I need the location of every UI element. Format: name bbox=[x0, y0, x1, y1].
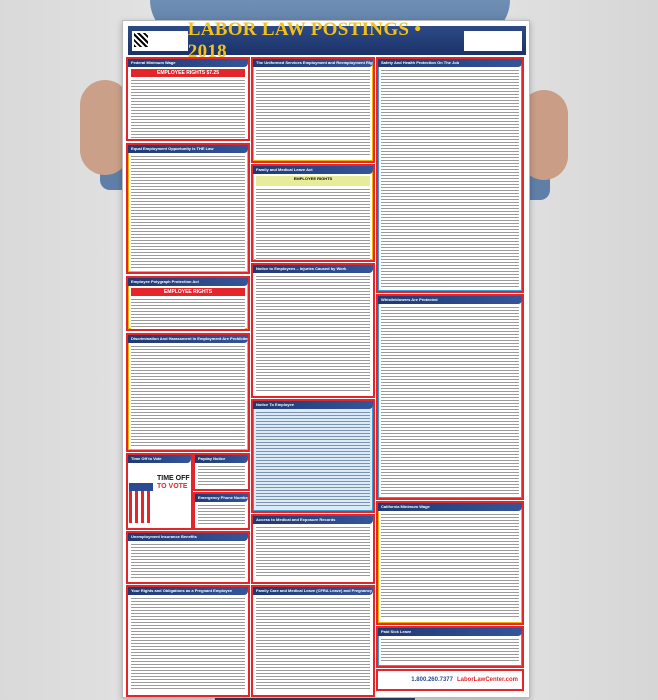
section-title: Notice To Employee bbox=[253, 401, 373, 409]
section-title: Paid Sick Leave bbox=[378, 628, 522, 636]
body-text bbox=[256, 411, 370, 507]
section-title: Employee Polygraph Protection Act bbox=[128, 278, 248, 286]
section-ca-minimum-wage: California Minimum Wage bbox=[376, 501, 524, 625]
section-title: Your Rights and Obligations as a Pregnan… bbox=[128, 587, 248, 595]
qr-code-icon bbox=[132, 30, 188, 51]
section-title: Notice to Employees – Injuries Caused by… bbox=[253, 265, 373, 273]
section-title: Discrimination And Harassment In Employm… bbox=[128, 335, 248, 343]
section-title: The Uniformed Services Employment and Re… bbox=[253, 59, 373, 67]
section-title: Time Off to Vote bbox=[128, 455, 191, 463]
body-text bbox=[256, 188, 370, 260]
body-text bbox=[381, 513, 519, 619]
section-paid-sick-leave: Paid Sick Leave bbox=[376, 626, 524, 668]
compliance-badge bbox=[464, 30, 522, 51]
vote-graphic: TIME OFF TO VOTE bbox=[127, 475, 191, 527]
banner: EMPLOYEE RIGHTS bbox=[131, 288, 245, 296]
section-userra: The Uniformed Services Employment and Re… bbox=[251, 57, 375, 163]
section-title: Emergency Phone Numbers bbox=[195, 494, 248, 502]
section-title: Safety And Health Protection On The Job bbox=[378, 59, 522, 67]
vote-headline-2: TO VOTE bbox=[157, 483, 188, 490]
section-federal-minimum-wage: Federal Minimum Wage EMPLOYEE RIGHTS $7.… bbox=[126, 57, 250, 141]
left-hand bbox=[80, 80, 130, 175]
poster-footer: 1.800.260.7377 LaborLawCenter.com bbox=[376, 669, 524, 691]
section-unemployment: Unemployment Insurance Benefits bbox=[126, 531, 250, 584]
section-title: Family Care and Medical Leave (CFRA Leav… bbox=[253, 587, 373, 595]
body-text bbox=[381, 306, 519, 494]
section-emergency-phone: Emergency Phone Numbers bbox=[193, 492, 250, 530]
section-title: Equal Employment Opportunity is THE Law bbox=[128, 145, 248, 153]
section-whistleblowers: Whistleblowers Are Protected bbox=[376, 294, 524, 500]
body-text bbox=[131, 345, 245, 446]
section-title: Access to Medical and Exposure Records bbox=[253, 516, 373, 524]
section-title: Whistleblowers Are Protected bbox=[378, 296, 522, 304]
section-title: Unemployment Insurance Benefits bbox=[128, 533, 248, 541]
body-text bbox=[131, 298, 245, 329]
section-fmla: Family and Medical Leave Act EMPLOYEE RI… bbox=[251, 164, 375, 262]
section-title: Payday Notice bbox=[195, 455, 248, 463]
section-medical-records: Access to Medical and Exposure Records bbox=[251, 514, 375, 584]
body-text bbox=[131, 79, 245, 139]
body-text bbox=[198, 504, 245, 524]
poster-title: LABOR LAW POSTINGS • 2018 bbox=[187, 18, 422, 62]
section-polygraph: Employee Polygraph Protection Act EMPLOY… bbox=[126, 276, 250, 331]
section-eeo: Equal Employment Opportunity is THE Law bbox=[126, 143, 250, 274]
section-notice-to-employee: Notice To Employee bbox=[251, 399, 375, 513]
section-discrimination: Discrimination And Harassment In Employm… bbox=[126, 333, 250, 452]
section-osha: Safety And Health Protection On The Job bbox=[376, 57, 524, 293]
banner: EMPLOYEE RIGHTS $7.25 bbox=[131, 69, 245, 77]
footer-phone: 1.800.260.7377 bbox=[411, 677, 453, 683]
body-text bbox=[198, 465, 245, 485]
body-text bbox=[381, 638, 519, 662]
section-cfra-leave: Family Care and Medical Leave (CFRA Leav… bbox=[251, 585, 375, 697]
body-text bbox=[256, 69, 370, 157]
ballot-box-icon bbox=[129, 483, 153, 523]
section-title: California Minimum Wage bbox=[378, 503, 522, 511]
body-text bbox=[256, 275, 370, 392]
body-text bbox=[256, 597, 370, 691]
section-payday-notice: Payday Notice bbox=[193, 453, 250, 491]
body-text bbox=[256, 526, 370, 578]
section-pregnant-employee: Your Rights and Obligations as a Pregnan… bbox=[126, 585, 250, 697]
section-title: Family and Medical Leave Act bbox=[253, 166, 373, 174]
section-injuries-notice: Notice to Employees – Injuries Caused by… bbox=[251, 263, 375, 398]
vote-headline: TIME OFF bbox=[157, 475, 190, 482]
footer-logo: LaborLawCenter.com bbox=[456, 677, 518, 683]
section-title: Federal Minimum Wage bbox=[128, 59, 248, 67]
body-text bbox=[131, 597, 245, 691]
poster-header: LABOR LAW POSTINGS • 2018 bbox=[128, 19, 526, 62]
banner-text: EMPLOYEE RIGHTS bbox=[157, 70, 206, 76]
wage-rate: $7.25 bbox=[206, 70, 219, 76]
body-text bbox=[131, 155, 245, 268]
body-text bbox=[131, 543, 245, 578]
banner: EMPLOYEE RIGHTS bbox=[256, 176, 370, 186]
body-text bbox=[381, 69, 519, 287]
